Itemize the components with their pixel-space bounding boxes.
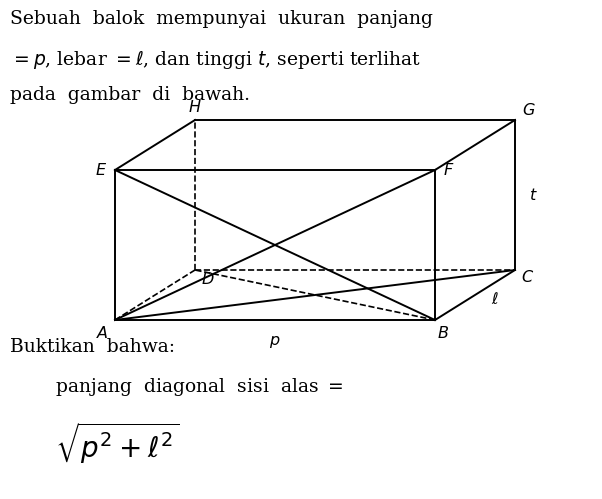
Text: $= p$, lebar $= \ell$, dan tinggi $t$, seperti terlihat: $= p$, lebar $= \ell$, dan tinggi $t$, s… xyxy=(10,48,421,71)
Text: Buktikan  bahwa:: Buktikan bahwa: xyxy=(10,338,175,356)
Text: $E$: $E$ xyxy=(95,162,107,179)
Text: $\sqrt{p^2 + \ell^2}$: $\sqrt{p^2 + \ell^2}$ xyxy=(55,420,179,466)
Text: pada  gambar  di  bawah.: pada gambar di bawah. xyxy=(10,86,250,104)
Text: panjang  diagonal  sisi  alas $=$: panjang diagonal sisi alas $=$ xyxy=(55,376,343,398)
Text: $t$: $t$ xyxy=(529,187,538,204)
Text: $C$: $C$ xyxy=(521,269,535,286)
Text: $D$: $D$ xyxy=(201,271,215,288)
Text: $p$: $p$ xyxy=(269,333,281,350)
Text: Sebuah  balok  mempunyai  ukuran  panjang: Sebuah balok mempunyai ukuran panjang xyxy=(10,10,433,28)
Text: $\ell$: $\ell$ xyxy=(491,291,499,308)
Text: $B$: $B$ xyxy=(437,324,449,341)
Text: $H$: $H$ xyxy=(188,98,202,115)
Text: $A$: $A$ xyxy=(96,324,108,341)
Text: $F$: $F$ xyxy=(443,162,455,179)
Text: $G$: $G$ xyxy=(522,101,536,118)
